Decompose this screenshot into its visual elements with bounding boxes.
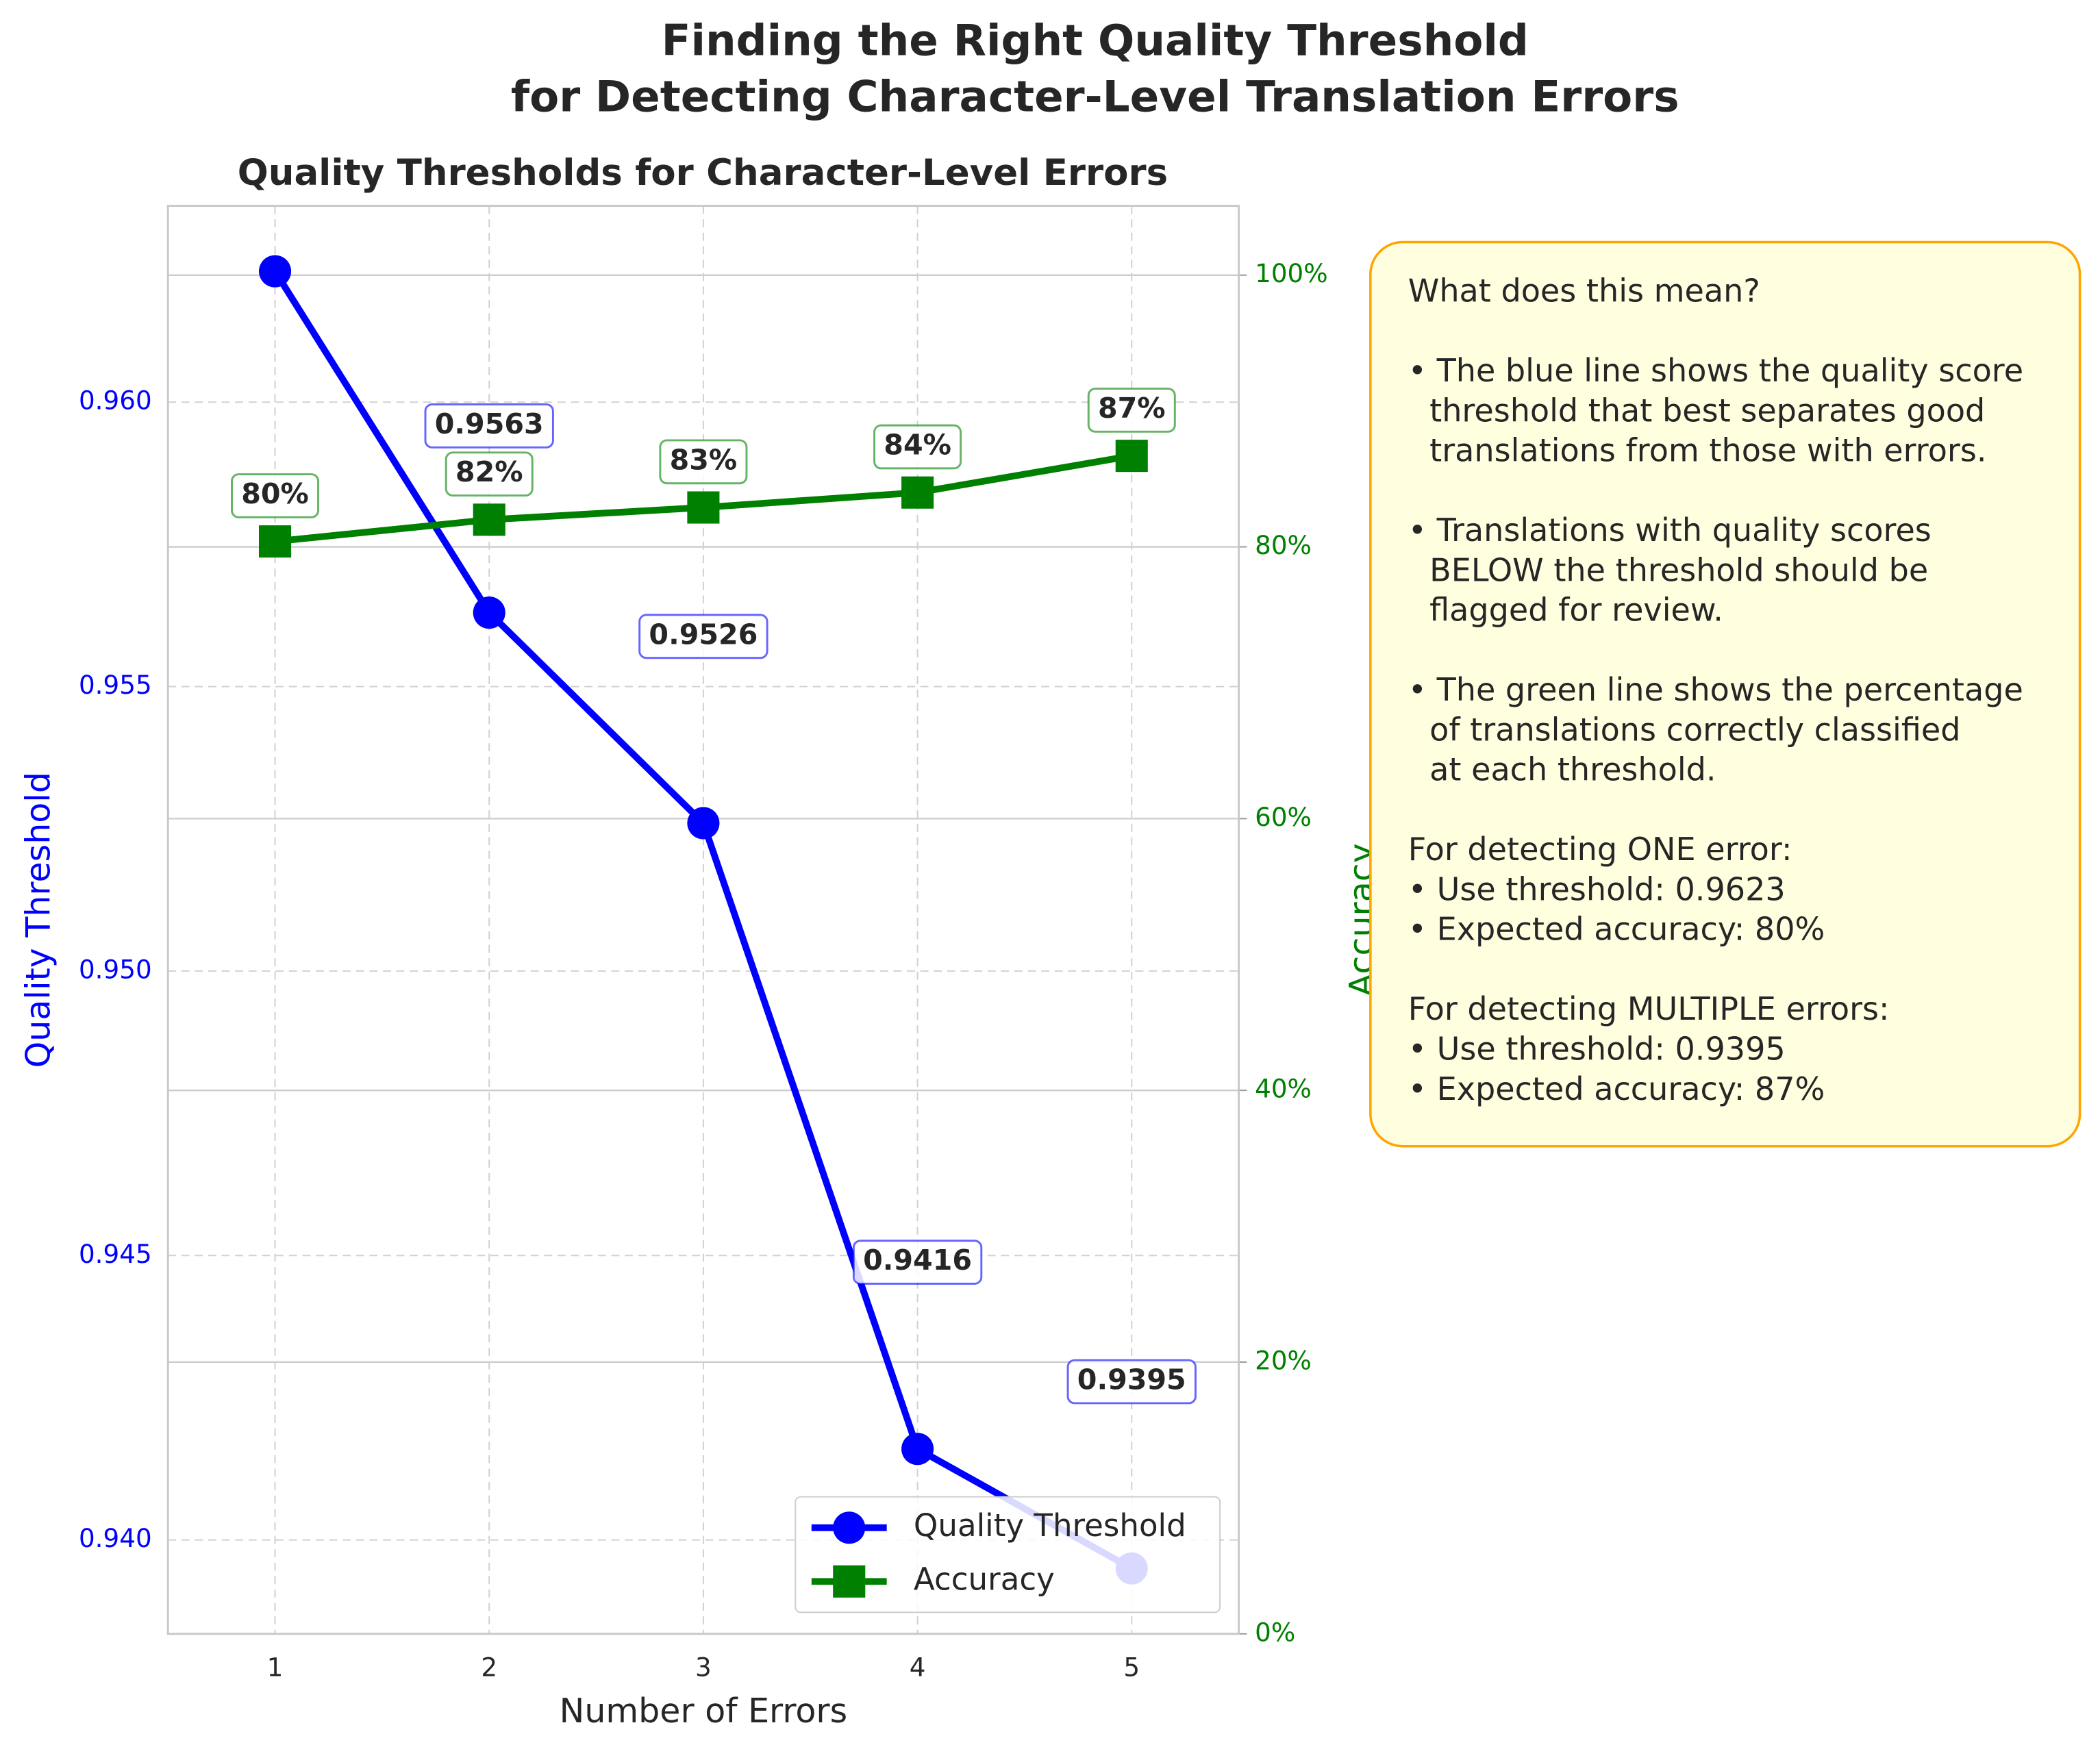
y2-tick-label: 0%	[1255, 1617, 1295, 1647]
x-tick-label: 1	[267, 1652, 284, 1682]
marker	[473, 503, 505, 536]
y-tick-label: 0.955	[79, 670, 152, 700]
info-box-frame	[1369, 240, 2082, 1148]
data-label: 83%	[659, 439, 748, 485]
marker	[687, 491, 720, 524]
y-tick-label: 0.945	[79, 1239, 152, 1269]
info-box-text: BELOW the threshold should be	[1429, 551, 1928, 588]
x-tick-label: 5	[1123, 1652, 1140, 1682]
legend-marker	[833, 1511, 866, 1544]
marker	[259, 255, 292, 288]
y-tick-label: 0.960	[79, 386, 152, 416]
data-label-text: 0.9526	[649, 618, 758, 651]
info-box-text: For detecting MULTIPLE errors:	[1408, 990, 1890, 1027]
data-label: 0.9526	[638, 614, 768, 659]
y2-tick-label: 60%	[1255, 802, 1312, 832]
data-label-text: 83%	[670, 443, 738, 476]
marker	[901, 1433, 934, 1466]
y-tick-label: 0.940	[79, 1523, 152, 1553]
legend-box	[795, 1496, 1221, 1613]
data-label: 87%	[1087, 388, 1176, 433]
info-box-text: What does this mean?	[1408, 273, 1760, 310]
data-label-text: 87%	[1098, 392, 1166, 425]
info-box-text: threshold that best separates good	[1429, 392, 1985, 429]
x-axis-label: Number of Errors	[560, 1691, 847, 1731]
data-label-box	[424, 403, 554, 449]
data-label-text: 82%	[455, 455, 523, 488]
data-label-box	[445, 451, 534, 497]
marker	[1115, 440, 1148, 473]
data-label-text: 80%	[241, 477, 309, 510]
y-tick-label: 0.950	[79, 954, 152, 984]
info-box-text: • The blue line shows the quality score	[1408, 352, 2023, 389]
info-box-text: • Use threshold: 0.9623	[1408, 870, 1786, 907]
y2-tick-label: 20%	[1255, 1345, 1312, 1375]
legend-label: Accuracy	[914, 1561, 1055, 1597]
marker	[259, 525, 292, 558]
x-tick-label: 3	[695, 1652, 712, 1682]
info-box-text: For detecting ONE error:	[1408, 831, 1792, 868]
info-box-text: at each threshold.	[1429, 751, 1716, 788]
axes-title: Quality Thresholds for Character-Level E…	[238, 152, 1168, 194]
data-label: 84%	[873, 424, 962, 470]
legend-label: Quality Threshold	[914, 1507, 1186, 1544]
chart-title: for Detecting Character-Level Translatio…	[511, 72, 1679, 122]
info-box-text: • Expected accuracy: 87%	[1408, 1070, 1825, 1107]
data-label-box	[1087, 388, 1176, 433]
info-box-text: • Use threshold: 0.9395	[1408, 1031, 1786, 1068]
x-tick-label: 4	[910, 1652, 926, 1682]
info-box-text: of translations correctly classified	[1429, 711, 1960, 748]
data-label: 82%	[445, 451, 534, 497]
y-axis-label: Quality Threshold	[18, 772, 58, 1068]
y2-tick-label: 100%	[1255, 258, 1328, 288]
data-label-text: 84%	[884, 429, 951, 462]
marker	[473, 596, 505, 629]
info-box-text: translations from those with errors.	[1429, 432, 1986, 469]
data-label-box	[1066, 1359, 1197, 1405]
plot-frame	[166, 205, 1240, 1635]
legend-marker	[833, 1565, 866, 1598]
x-tick-label: 2	[481, 1652, 497, 1682]
data-label-box	[852, 1240, 983, 1285]
info-box-text: • The green line shows the percentage	[1408, 671, 2023, 708]
data-label-text: 0.9416	[863, 1244, 972, 1277]
data-label: 80%	[231, 473, 320, 518]
info-box-text: • Expected accuracy: 80%	[1408, 911, 1825, 948]
info-box-text: flagged for review.	[1429, 592, 1723, 629]
data-label-box	[659, 439, 748, 485]
info-box-text: • Translations with quality scores	[1408, 512, 1932, 549]
info-box: What does this mean? • The blue line show…	[1369, 240, 2082, 1148]
data-label: 0.9395	[1066, 1359, 1197, 1405]
marker	[687, 807, 720, 840]
legend: Quality Threshold Accuracy	[795, 1496, 1221, 1613]
data-label: 0.9563	[424, 403, 554, 449]
marker	[901, 476, 934, 509]
data-label-box	[638, 614, 768, 659]
data-label-text: 0.9563	[435, 407, 544, 440]
y2-tick-label: 80%	[1255, 530, 1312, 560]
y2-tick-label: 40%	[1255, 1074, 1312, 1104]
data-label-text: 0.9395	[1077, 1363, 1186, 1396]
data-label: 0.9416	[852, 1240, 983, 1285]
data-label-box	[873, 424, 962, 470]
data-label-box	[231, 473, 320, 518]
chart-title: Finding the Right Quality Threshold	[662, 15, 1529, 65]
